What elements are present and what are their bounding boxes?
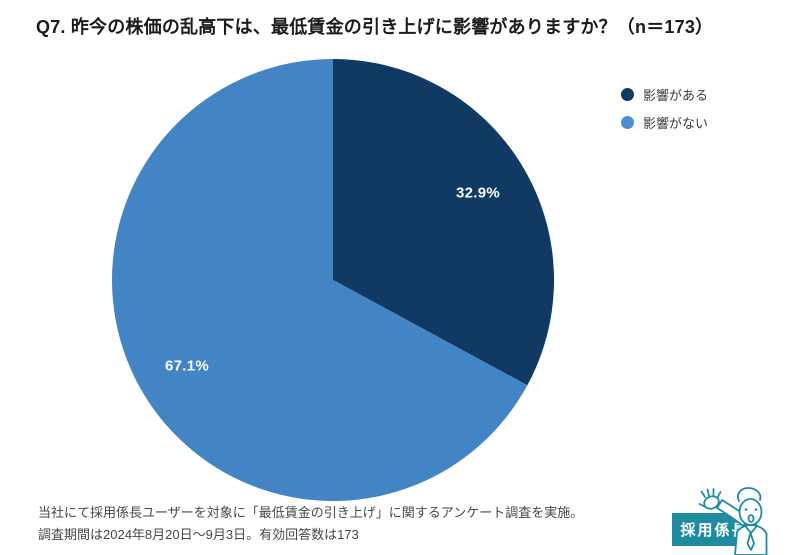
brand-logo-text: 採用係長	[680, 522, 749, 539]
legend-dot-dark-icon	[621, 88, 634, 101]
mascot-character-icon	[698, 487, 768, 555]
legend-label: 影響がない	[643, 116, 709, 131]
pie-slice-value-label-dark: 32.9%	[455, 184, 501, 202]
survey-note: 当社にて採用係長ユーザーを対象に「最低賃金の引き上げ」に関するアンケート調査を実…	[38, 502, 583, 545]
legend-dot-light-icon	[621, 116, 634, 129]
pie-slice-1	[112, 59, 528, 501]
pie-chart	[112, 59, 555, 501]
legend: 影響がある 影響がない	[621, 85, 708, 132]
survey-note-line2: 調査期間は2024年8月20日～9月3日。有効回答数は173	[38, 526, 359, 542]
pie-slice-value-label-light: 67.1%	[164, 357, 210, 375]
survey-note-line1: 当社にて採用係長ユーザーを対象に「最低賃金の引き上げ」に関するアンケート調査を実…	[38, 505, 584, 520]
pie-slice-0	[333, 59, 555, 386]
legend-item-affected: 影響がある	[621, 85, 708, 104]
chart-title: Q7. 昨今の株価の乱高下は、最低賃金の引き上げに影響がありますか？（n＝173…	[36, 17, 714, 37]
legend-item-not-affected: 影響がない	[621, 113, 708, 132]
legend-label: 影響がある	[643, 88, 709, 103]
